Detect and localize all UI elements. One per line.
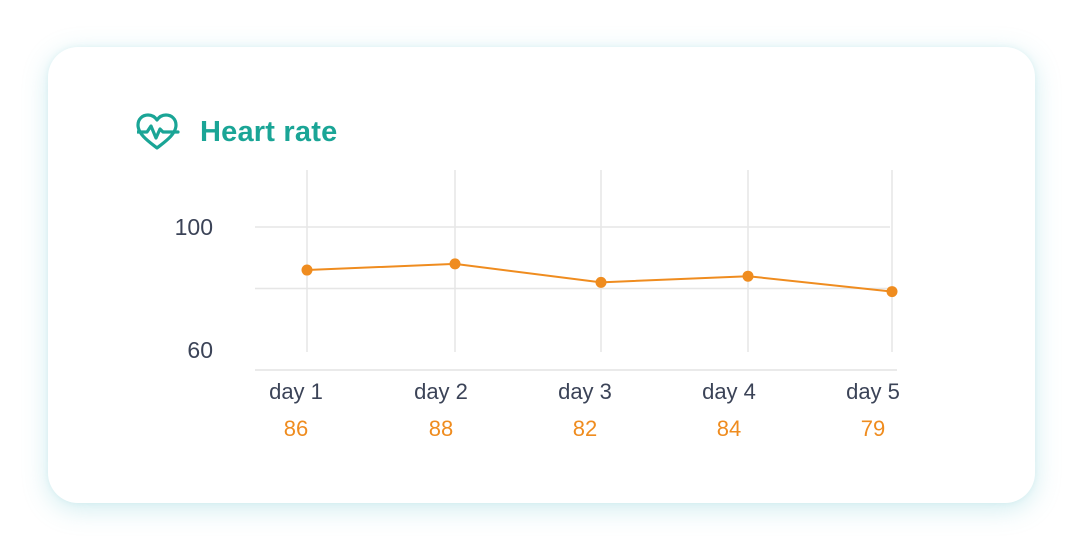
- data-label: 84: [717, 416, 741, 441]
- data-point: [595, 276, 607, 288]
- x-tick-label: day 2: [414, 379, 468, 404]
- data-point: [742, 270, 754, 282]
- y-tick-label: 60: [187, 337, 213, 363]
- y-tick-label: 100: [175, 214, 213, 240]
- data-label: 88: [429, 416, 453, 441]
- data-label: 82: [573, 416, 597, 441]
- x-tick-label: day 1: [269, 379, 323, 404]
- data-point: [449, 258, 461, 270]
- data-point: [301, 264, 313, 276]
- x-tick-label: day 4: [702, 379, 756, 404]
- chart-title: Heart rate: [200, 115, 338, 148]
- data-point: [886, 286, 898, 298]
- card-header: Heart rate: [134, 112, 337, 152]
- data-label: 86: [284, 416, 308, 441]
- x-tick-label: day 3: [558, 379, 612, 404]
- data-label: 79: [861, 416, 885, 441]
- x-tick-label: day 5: [846, 379, 900, 404]
- heart-pulse-icon: [134, 113, 180, 150]
